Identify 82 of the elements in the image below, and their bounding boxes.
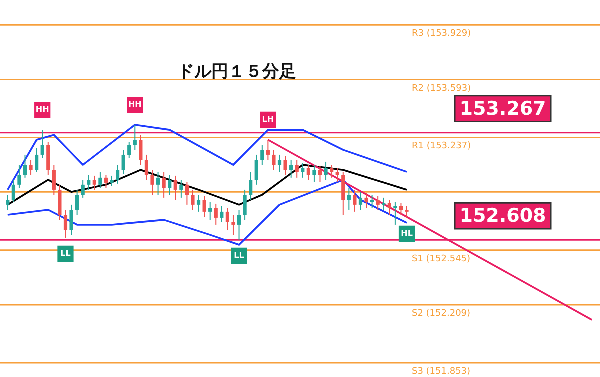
- candlestick: [399, 202, 404, 216]
- candlestick: [376, 195, 380, 210]
- candlestick: [180, 180, 184, 198]
- candlestick: [64, 209, 68, 238]
- candlestick: [76, 189, 80, 216]
- annotation: 152.608: [460, 205, 546, 228]
- candlestick: [266, 139, 270, 161]
- candlestick: [168, 174, 172, 196]
- candlestick: [128, 142, 132, 159]
- candlestick: [150, 170, 154, 196]
- candlestick: [254, 154, 258, 186]
- candlestick: [162, 172, 166, 198]
- candlestick: [87, 174, 91, 190]
- candlestick: [312, 164, 316, 182]
- candlestick: [29, 160, 33, 176]
- candlestick: [324, 161, 328, 181]
- candlestick: [104, 174, 108, 189]
- candlestick: [318, 166, 322, 182]
- candlestick: [174, 175, 178, 201]
- candlestick: [139, 134, 143, 166]
- candlestick: [226, 208, 230, 231]
- candlestick: [272, 150, 276, 171]
- annotation: HH: [36, 105, 50, 114]
- text: ドル円１５分足: [178, 62, 296, 82]
- candlestick: [370, 194, 374, 209]
- candlestick: [18, 164, 22, 189]
- candlestick: [260, 144, 264, 166]
- candlestick: [405, 206, 409, 218]
- candlestick: [191, 189, 195, 210]
- annotation: HL: [401, 228, 413, 238]
- candlestick: [220, 206, 224, 223]
- candlestick: [388, 200, 392, 216]
- candlestick: [23, 154, 28, 178]
- annotation: LH: [262, 114, 274, 124]
- candlestick: [81, 180, 85, 198]
- candlestick: [353, 189, 357, 212]
- candlestick: [202, 195, 206, 218]
- candlestick: [156, 172, 160, 196]
- candlestick: [249, 172, 253, 201]
- candlestick: [35, 148, 39, 173]
- annotation: HH: [128, 100, 142, 110]
- annotation: 153.267: [460, 98, 546, 120]
- candlestick: [208, 202, 212, 221]
- ref-line-label: R1 (153.237): [412, 142, 472, 152]
- candlestick: [364, 192, 368, 209]
- candlestick: [196, 194, 201, 212]
- candlestick: [52, 164, 56, 196]
- candlestick: [284, 156, 288, 176]
- ref-line-label: S1 (152.545): [412, 254, 471, 264]
- candlestick: [116, 164, 120, 184]
- ref-line-label: S2 (152.209): [412, 309, 471, 320]
- candlestick: [110, 175, 114, 187]
- candlestick: [98, 172, 102, 189]
- candlestick: [232, 214, 236, 236]
- candlestick: [330, 164, 334, 178]
- candlestick: [278, 154, 282, 173]
- candlestick: [347, 188, 351, 210]
- candlestick: [70, 204, 74, 236]
- ref-line-label: R2 (153.593): [412, 84, 472, 94]
- candlestick: [306, 164, 310, 181]
- candlestick: [144, 154, 149, 181]
- candlestick: [301, 162, 305, 178]
- candlestick: [92, 175, 96, 190]
- candlestick: [12, 180, 16, 203]
- candlestick: [237, 209, 242, 240]
- candlestick: [214, 203, 218, 226]
- candlestick: [290, 160, 294, 178]
- candlestick: [336, 167, 340, 182]
- ref-line-label: S3 (151.853): [412, 367, 471, 377]
- candlestick: [243, 189, 247, 221]
- candlestick: [133, 124, 137, 151]
- candlestick: [394, 202, 398, 226]
- candlestick: [122, 150, 126, 175]
- ref-line-label: R3 (153.929): [412, 29, 472, 40]
- candlestick: [295, 160, 299, 178]
- candlestick: [6, 194, 10, 210]
- candlestick: [358, 192, 363, 210]
- annotation: LL: [234, 250, 244, 260]
- annotation: LL: [60, 248, 71, 258]
- candlestick: [185, 181, 190, 206]
- candlestick: [382, 197, 386, 210]
- candlestick: [40, 130, 44, 159]
